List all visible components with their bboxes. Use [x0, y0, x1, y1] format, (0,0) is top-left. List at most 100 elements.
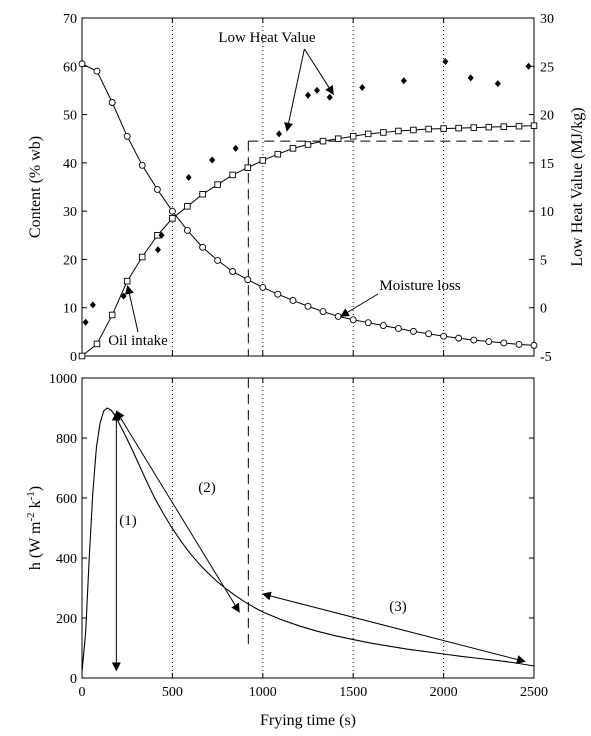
- oil-intake-point: [259, 157, 267, 164]
- oil-intake-point: [138, 253, 146, 261]
- top-y2-tick-label: 20: [540, 109, 554, 124]
- moisture-loss-point: [259, 283, 267, 291]
- bottom-y-tick-label: 0: [70, 672, 77, 687]
- oil-intake-point: [485, 123, 493, 131]
- moisture-loss-point: [93, 67, 101, 75]
- bottom-x-tick-label: 1000: [249, 685, 277, 700]
- phase-3-double-arrow: [261, 591, 526, 664]
- top-gridlines: [171, 18, 445, 356]
- oil-intake-point: [455, 124, 462, 132]
- bottom-plot-frame: [81, 377, 535, 679]
- low-heat-value-point: [525, 62, 532, 70]
- oil-intake-point: [214, 181, 221, 188]
- oil-intake-point: [319, 137, 327, 145]
- low-heat-value-point: [232, 144, 239, 152]
- oil-intake-point: [364, 130, 372, 138]
- top-y2-tick-label: 10: [540, 205, 554, 220]
- top-chart: 0 10 20 30 40 50 60 70 -5 0 5 10 15 20 25 30 Low Heat V…: [27, 12, 586, 365]
- oil-intake-point: [78, 352, 86, 360]
- moisture-loss-point: [364, 319, 372, 327]
- moisture-loss-point: [183, 227, 191, 234]
- moisture-loss-point: [455, 334, 463, 342]
- moisture-loss-point: [500, 339, 508, 347]
- oil-intake-point: [184, 203, 191, 210]
- bottom-series-group: [81, 407, 535, 673]
- phase-2-double-arrow: [115, 410, 240, 613]
- low-heat-value-point: [89, 301, 96, 309]
- bottom-y-tick-label: 800: [56, 432, 77, 447]
- oil-intake-arrow: [124, 285, 139, 333]
- top-y2-axis-label: Low Heat Value (MJ/kg): [569, 107, 586, 266]
- moisture-loss-point: [229, 268, 237, 275]
- oil-intake-point: [244, 164, 252, 171]
- series-line-oil-intake: [81, 125, 535, 357]
- bottom-x-tick-label: 2000: [430, 685, 458, 700]
- moisture-loss-point: [394, 325, 402, 332]
- top-y2-tick-label: 15: [540, 157, 554, 172]
- top-series-group: [78, 57, 538, 360]
- low-heat-value-point: [314, 86, 321, 94]
- moisture-loss-arrow: [339, 293, 379, 317]
- oil-intake-annotation: Oil intake: [108, 333, 168, 349]
- low-heat-value-point: [359, 84, 366, 92]
- bottom-y-axis-label: h (W m-2 k-1): [25, 486, 44, 570]
- top-y-tick-label: 0: [70, 350, 77, 365]
- low-heat-value-point: [442, 57, 449, 65]
- moisture-loss-point: [334, 312, 342, 320]
- oil-intake-point: [410, 126, 417, 134]
- bottom-y-tick-label: 600: [56, 492, 77, 507]
- moisture-loss-point: [153, 185, 161, 193]
- oil-intake-point: [530, 122, 538, 129]
- oil-intake-point: [334, 135, 342, 142]
- bottom-gridlines: [171, 378, 445, 678]
- phase-1-label: (1): [119, 513, 137, 529]
- top-y2-tick-label: -5: [540, 350, 552, 365]
- oil-intake-point: [289, 145, 297, 152]
- oil-intake-point: [123, 277, 131, 285]
- bottom-x-tick-label: 0: [79, 685, 86, 700]
- oil-intake-point: [304, 141, 312, 148]
- moisture-loss-point: [289, 297, 297, 304]
- low-heat-value-point: [209, 156, 216, 164]
- low-heat-value-point: [185, 173, 192, 181]
- heat-transfer-coefficient-curve: [81, 407, 535, 673]
- moisture-loss-point: [319, 308, 327, 316]
- moisture-loss-point: [485, 338, 493, 345]
- top-axis-ticks: 0 10 20 30 40 50 60 70 -5 0 5 10 15 20 25 30: [63, 12, 554, 365]
- phase-2-label: (2): [198, 480, 216, 496]
- bottom-y-tick-label: 200: [56, 612, 77, 627]
- low-heat-value-arrow: [303, 48, 334, 95]
- moisture-loss-point: [470, 336, 478, 344]
- oil-intake-point: [274, 150, 282, 158]
- bottom-x-tick-label: 500: [162, 685, 183, 700]
- oil-intake-point: [440, 125, 447, 132]
- oil-intake-point: [380, 129, 387, 136]
- oil-intake-point: [500, 123, 508, 130]
- bottom-axis-ticks: 0 500 1000 1500 2000 2500 0 200 400 600 800 1000: [49, 372, 548, 700]
- moisture-loss-point: [244, 276, 252, 284]
- moisture-loss-point: [214, 256, 222, 264]
- low-heat-value-point: [154, 246, 161, 254]
- bottom-chart: 0 500 1000 1500 2000 2500 0 200 400 600 800 1000 (1…: [25, 372, 548, 729]
- moisture-loss-point: [108, 99, 116, 106]
- low-heat-value-arrow: [284, 48, 305, 132]
- top-annotations: Low Heat Value Moisture loss Oil intake: [108, 30, 461, 349]
- top-y-tick-label: 70: [63, 12, 77, 27]
- low-heat-value-point: [467, 74, 474, 82]
- top-y2-tick-label: 5: [540, 253, 547, 268]
- top-y-axis-label: Content (% wb): [27, 136, 44, 238]
- low-heat-value-point: [276, 130, 283, 138]
- moisture-loss-point: [379, 322, 387, 330]
- top-reference-lines: [247, 140, 532, 356]
- moisture-loss-point: [425, 330, 433, 338]
- oil-intake-point: [93, 340, 101, 348]
- top-y-tick-label: 10: [63, 302, 77, 317]
- oil-intake-point: [349, 133, 357, 140]
- low-heat-value-annotation: Low Heat Value: [218, 30, 316, 46]
- moisture-loss-point: [304, 302, 312, 310]
- moisture-loss-point: [274, 290, 282, 298]
- top-y2-tick-label: 30: [540, 12, 554, 27]
- bottom-x-tick-label: 2500: [520, 685, 548, 700]
- low-heat-value-point: [305, 91, 311, 99]
